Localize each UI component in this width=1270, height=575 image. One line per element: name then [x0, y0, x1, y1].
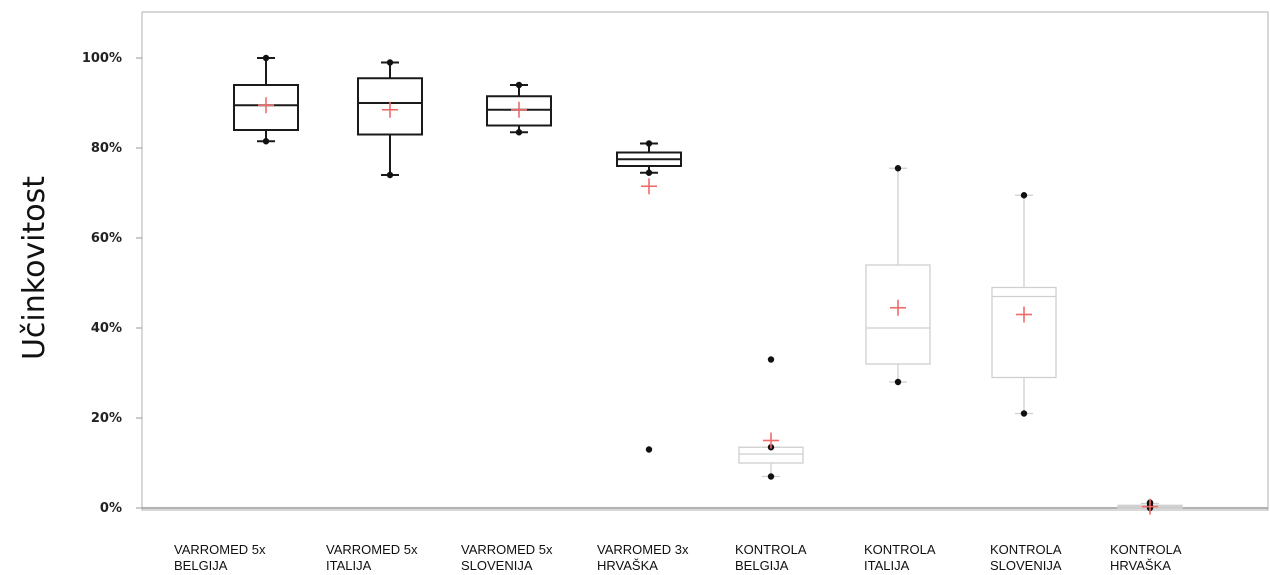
box-iqr [486, 95, 552, 127]
boxes-group [233, 54, 1183, 515]
outlier-point [767, 356, 775, 363]
max-point [894, 165, 902, 172]
x-category-label-line2: BELGIJA [735, 558, 789, 573]
x-category-label-line2: SLOVENIJA [461, 558, 533, 573]
max-point [386, 59, 394, 66]
x-category-label-line1: VARROMED 5x [461, 542, 553, 557]
box-7 [991, 192, 1057, 417]
x-category-label-line2: HRVAŠKA [1110, 558, 1171, 573]
box-6 [865, 165, 931, 386]
min-point [262, 138, 270, 145]
x-category-label-line1: KONTROLA [1110, 542, 1182, 557]
y-tick-label: 20% [91, 411, 122, 426]
x-category-label-line2: HRVAŠKA [597, 558, 658, 573]
min-point [515, 129, 523, 136]
box-2 [357, 59, 423, 179]
max-point [262, 54, 270, 62]
x-category-label-line1: KONTROLA [735, 542, 807, 557]
x-category-label-line1: KONTROLA [990, 542, 1062, 557]
box-8 [1117, 498, 1183, 515]
max-point [515, 81, 523, 89]
box-1 [233, 54, 299, 145]
box-iqr [357, 77, 423, 136]
y-axis-label: Učinkovitost [17, 176, 52, 360]
x-category-label-line2: ITALIJA [864, 558, 910, 573]
min-point [645, 169, 653, 176]
min-point [767, 473, 775, 480]
y-tick-label: 80% [91, 141, 122, 156]
box-iqr [233, 84, 299, 131]
min-point [894, 378, 902, 386]
min-point [386, 171, 394, 179]
x-category-label-line1: KONTROLA [864, 542, 936, 557]
x-category-label-line1: VARROMED 3x [597, 542, 689, 557]
x-category-label-line1: VARROMED 5x [174, 542, 266, 557]
box-iqr [991, 286, 1057, 379]
max-point [1020, 192, 1028, 199]
box-3 [486, 81, 552, 136]
x-category-label-line2: BELGIJA [174, 558, 228, 573]
x-category-label-line1: VARROMED 5x [326, 542, 418, 557]
plot-area-frame [141, 11, 1269, 511]
y-tick-label: 100% [82, 51, 122, 66]
box-5 [738, 356, 804, 480]
outlier-point [645, 446, 653, 453]
box-iqr [865, 264, 931, 365]
y-tick-label: 60% [91, 231, 122, 246]
x-category-label-line2: ITALIJA [326, 558, 372, 573]
y-tick-label: 40% [91, 321, 122, 336]
x-category-label-line2: SLOVENIJA [990, 558, 1062, 573]
max-point [645, 140, 653, 147]
y-tick-label: 0% [100, 501, 122, 516]
min-point [1020, 410, 1028, 417]
y-axis: 0% 20% 40% 60% 80% 100% [82, 51, 1268, 516]
box-4 [616, 140, 682, 453]
